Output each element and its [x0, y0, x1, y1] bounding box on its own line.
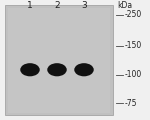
Text: 3: 3: [81, 1, 87, 10]
FancyBboxPatch shape: [8, 8, 109, 113]
Ellipse shape: [47, 63, 67, 76]
Text: -75: -75: [124, 99, 137, 108]
Ellipse shape: [74, 63, 94, 76]
Text: kDa: kDa: [117, 1, 132, 10]
Text: -150: -150: [124, 41, 142, 50]
FancyBboxPatch shape: [4, 5, 112, 115]
Text: 1: 1: [27, 1, 33, 10]
Ellipse shape: [20, 63, 40, 76]
Text: -100: -100: [124, 70, 142, 79]
Text: 2: 2: [54, 1, 60, 10]
Text: -250: -250: [124, 10, 142, 19]
